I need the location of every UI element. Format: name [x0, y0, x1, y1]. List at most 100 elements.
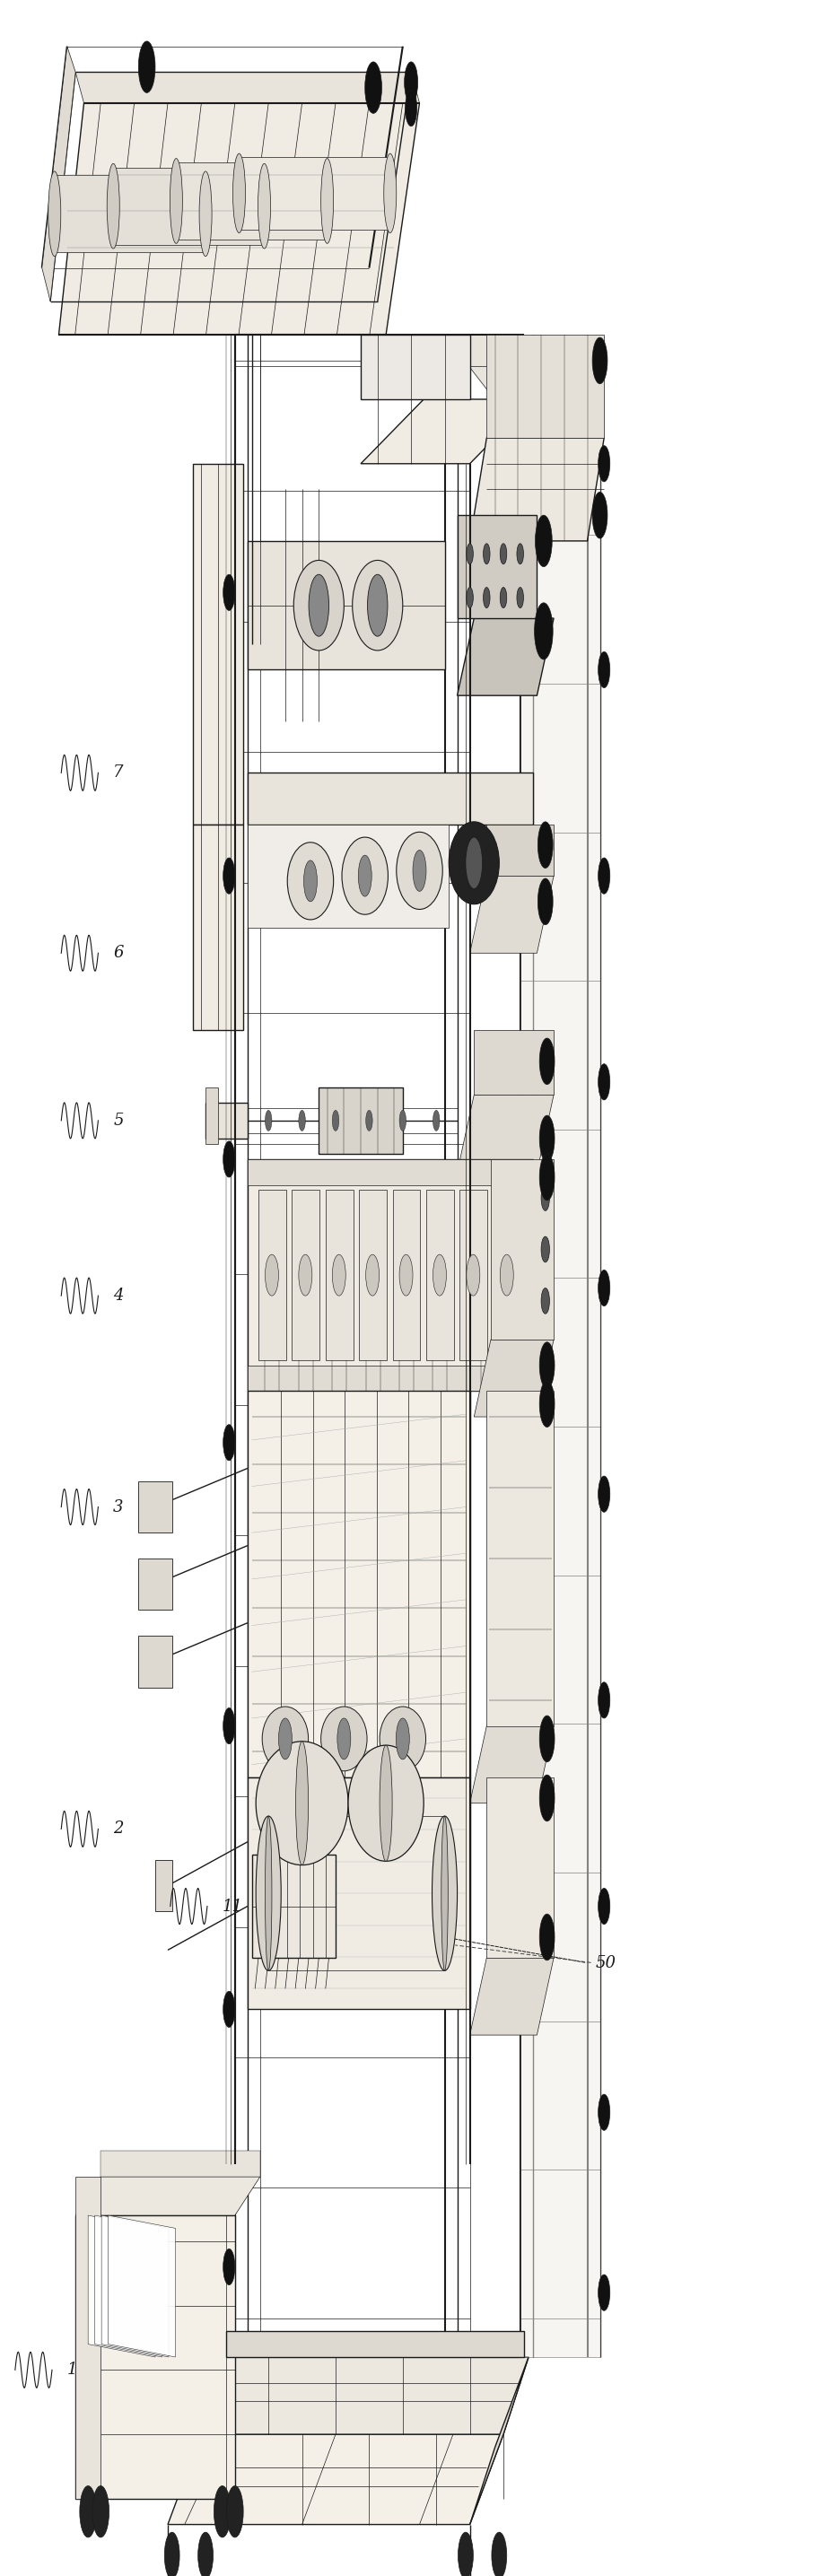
Circle shape [223, 1708, 235, 1744]
Ellipse shape [256, 1741, 348, 1865]
Circle shape [541, 1185, 550, 1211]
Circle shape [337, 1718, 351, 1759]
Polygon shape [470, 438, 604, 541]
Polygon shape [76, 2177, 101, 2499]
Circle shape [399, 1255, 413, 1296]
Polygon shape [102, 2215, 169, 2357]
Circle shape [598, 1888, 610, 1924]
Polygon shape [493, 1190, 521, 1360]
Circle shape [92, 2486, 109, 2537]
Ellipse shape [48, 170, 60, 258]
Polygon shape [42, 46, 76, 301]
Text: 11: 11 [222, 1899, 243, 1914]
Polygon shape [155, 1860, 172, 1911]
Circle shape [598, 858, 610, 894]
Ellipse shape [397, 832, 443, 909]
Polygon shape [138, 1558, 172, 1610]
Polygon shape [248, 541, 445, 670]
Polygon shape [193, 464, 243, 824]
Polygon shape [326, 1190, 353, 1360]
Polygon shape [248, 1159, 533, 1185]
Circle shape [539, 1716, 555, 1762]
Ellipse shape [263, 1705, 309, 1772]
Polygon shape [470, 876, 554, 953]
Circle shape [466, 1255, 480, 1296]
Circle shape [598, 446, 610, 482]
Circle shape [538, 878, 553, 925]
Polygon shape [487, 824, 554, 876]
Polygon shape [95, 2215, 162, 2357]
Polygon shape [176, 162, 327, 240]
Polygon shape [359, 1190, 387, 1360]
Ellipse shape [287, 842, 333, 920]
Circle shape [492, 2532, 507, 2576]
Circle shape [541, 1288, 550, 1314]
Circle shape [539, 1115, 555, 1162]
Polygon shape [206, 1087, 218, 1144]
Circle shape [534, 603, 553, 659]
Polygon shape [487, 1777, 554, 1958]
Text: 50: 50 [596, 1955, 617, 1971]
Polygon shape [491, 1159, 554, 1340]
Circle shape [227, 2486, 243, 2537]
Ellipse shape [169, 157, 183, 245]
Polygon shape [520, 438, 600, 2357]
Polygon shape [252, 1855, 336, 1958]
Circle shape [223, 1141, 235, 1177]
Circle shape [299, 1110, 305, 1131]
Polygon shape [426, 1190, 454, 1360]
Circle shape [598, 652, 610, 688]
Circle shape [366, 1255, 379, 1296]
Circle shape [500, 544, 507, 564]
Circle shape [265, 1255, 279, 1296]
Polygon shape [393, 1190, 420, 1360]
Circle shape [466, 587, 473, 608]
Ellipse shape [380, 1705, 426, 1772]
Polygon shape [59, 103, 420, 335]
Ellipse shape [449, 822, 499, 904]
Circle shape [598, 2094, 610, 2130]
Text: 2: 2 [113, 1821, 123, 1837]
Polygon shape [108, 2215, 175, 2357]
Ellipse shape [342, 837, 388, 914]
Polygon shape [470, 1958, 554, 2035]
Polygon shape [113, 167, 264, 245]
Ellipse shape [200, 170, 211, 258]
Circle shape [539, 1775, 555, 1821]
Circle shape [198, 2532, 213, 2576]
Polygon shape [248, 1391, 470, 1777]
Circle shape [466, 837, 482, 889]
Polygon shape [227, 2331, 524, 2357]
Polygon shape [470, 1726, 554, 1803]
Polygon shape [239, 157, 390, 229]
Circle shape [223, 1425, 235, 1461]
Circle shape [138, 41, 155, 93]
Ellipse shape [352, 562, 403, 649]
Circle shape [223, 574, 235, 611]
Polygon shape [76, 2215, 235, 2499]
Ellipse shape [233, 155, 246, 232]
Text: 1: 1 [67, 2362, 77, 2378]
Circle shape [592, 337, 607, 384]
Circle shape [299, 1255, 312, 1296]
Circle shape [483, 544, 490, 564]
Ellipse shape [348, 1747, 424, 1860]
Polygon shape [460, 1190, 487, 1360]
Ellipse shape [432, 1816, 457, 1971]
Polygon shape [457, 618, 554, 696]
Ellipse shape [258, 162, 270, 247]
Circle shape [517, 587, 524, 608]
Circle shape [399, 1110, 406, 1131]
Circle shape [396, 1718, 409, 1759]
Circle shape [367, 574, 388, 636]
Polygon shape [361, 399, 533, 464]
Circle shape [458, 2532, 473, 2576]
Polygon shape [248, 1159, 533, 1391]
Circle shape [598, 1270, 610, 1306]
Circle shape [500, 587, 507, 608]
Circle shape [541, 1236, 550, 1262]
Circle shape [598, 2275, 610, 2311]
Circle shape [332, 1110, 339, 1131]
Circle shape [592, 492, 607, 538]
Text: 4: 4 [113, 1288, 123, 1303]
